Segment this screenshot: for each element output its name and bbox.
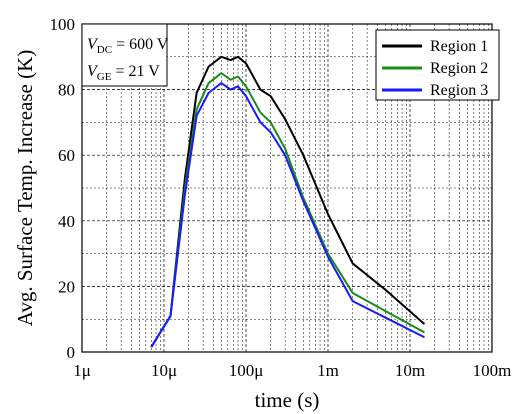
legend-label-region-2: Region 2 (430, 60, 488, 77)
series-layer (150, 55, 426, 348)
ticks-layer: 1μ 10μ 100μ 1m 10m 100m 0 20 40 60 80 100 (50, 15, 512, 380)
annotation-frame (81, 23, 168, 87)
grid-minor (82, 24, 492, 352)
legend-frame (375, 29, 500, 101)
plot-frame (81, 23, 493, 353)
y-tick-label: 40 (58, 212, 75, 231)
x-tick-label: 1μ (73, 361, 91, 380)
y-tick-label: 20 (58, 277, 75, 296)
x-tick-label: 10μ (151, 361, 177, 380)
x-tick-label: 100μ (229, 361, 264, 380)
x-tick-label: 100m (473, 361, 512, 380)
series-line-region-3 (150, 82, 425, 348)
y-tick-label: 80 (58, 81, 75, 100)
annotation-box: VDC = 600 V VGE = 21 V (81, 23, 169, 87)
y-axis-label: Avg. Surface Temp. Increase (K) (13, 50, 37, 326)
y-tick-label: 60 (58, 146, 75, 165)
annotation-vge: VGE = 21 V (87, 63, 160, 83)
x-axis-label: time (s) (255, 388, 320, 412)
series-line-region-1 (150, 55, 426, 348)
annotation-vdc: VDC = 600 V (87, 36, 169, 56)
legend-label-region-3: Region 3 (430, 82, 488, 99)
legend-label-region-1: Region 1 (430, 38, 488, 55)
y-tick-label: 0 (67, 343, 76, 362)
x-tick-label: 1m (317, 361, 339, 380)
legend: Region 1 Region 2 Region 3 (375, 29, 500, 101)
y-tick-label: 100 (50, 15, 76, 34)
x-tick-label: 10m (395, 361, 425, 380)
